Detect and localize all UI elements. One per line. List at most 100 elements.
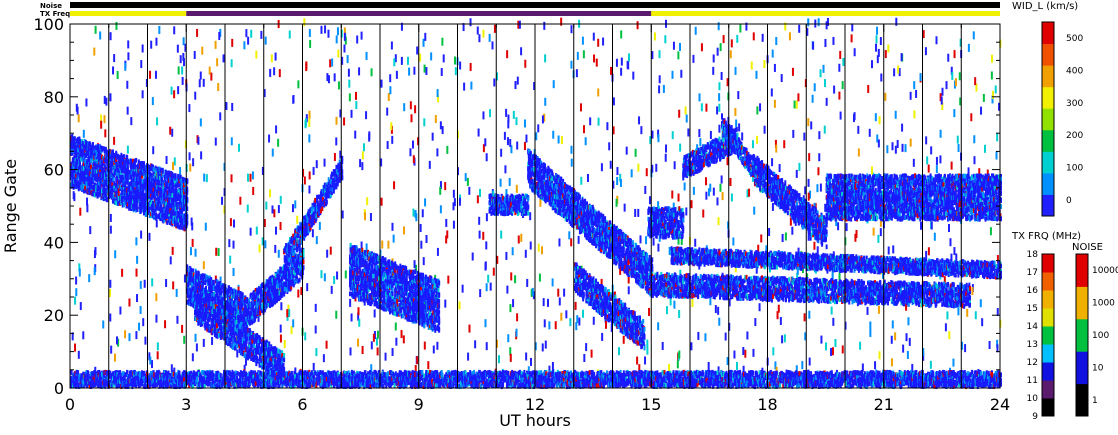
echo-point — [113, 54, 115, 62]
echo-point — [506, 286, 508, 294]
echo-point — [474, 340, 476, 348]
echo-point — [879, 116, 881, 124]
echo-point — [358, 67, 360, 75]
echo-point — [670, 297, 672, 305]
echo-point — [679, 43, 681, 51]
echo-point — [136, 294, 138, 302]
echo-point — [759, 303, 761, 311]
echo-point — [755, 71, 757, 79]
echo-point — [751, 62, 753, 70]
echo-point — [393, 58, 395, 66]
echo-point — [610, 161, 612, 169]
echo-point — [996, 344, 998, 352]
echo-point — [183, 336, 185, 344]
echo-point — [948, 331, 950, 339]
echo-point — [296, 216, 298, 224]
echo-point — [124, 182, 126, 187]
echo-point — [774, 64, 776, 72]
echo-point — [478, 34, 480, 42]
echo-point — [506, 50, 508, 58]
echo-point — [525, 250, 527, 258]
echo-point — [708, 362, 710, 370]
echo-point — [128, 298, 130, 306]
echo-point — [85, 98, 87, 106]
echo-point — [423, 257, 425, 265]
echo-point — [718, 22, 720, 30]
echo-point — [331, 58, 333, 66]
echo-point — [884, 93, 886, 101]
echo-point — [838, 64, 840, 72]
echo-point — [148, 233, 150, 241]
echo-point — [414, 260, 416, 268]
echo-point — [525, 135, 527, 143]
echo-point — [654, 32, 656, 40]
echo-point — [880, 37, 882, 45]
echo-point — [264, 240, 266, 248]
echo-point — [478, 129, 480, 137]
echo-point — [895, 18, 897, 26]
echo-point — [777, 311, 779, 319]
echo-point — [804, 313, 806, 321]
echo-point — [606, 122, 608, 130]
echo-point — [909, 338, 911, 346]
echo-point — [280, 222, 282, 230]
echo-point — [79, 208, 81, 216]
echo-point — [441, 68, 443, 76]
echo-point — [413, 155, 415, 163]
echo-point — [231, 174, 233, 182]
echo-point — [664, 35, 666, 43]
echo-point — [424, 198, 426, 206]
echo-point — [361, 162, 363, 170]
echo-point — [403, 103, 405, 111]
echo-point — [273, 209, 275, 217]
echo-point — [350, 347, 352, 355]
echo-point — [585, 343, 587, 351]
echo-point — [183, 37, 185, 45]
echo-point — [86, 181, 88, 186]
echo-point — [157, 342, 159, 350]
echo-point — [784, 334, 786, 342]
echo-point — [808, 193, 810, 201]
echo-point — [826, 98, 828, 106]
echo-point — [164, 320, 166, 328]
noise-bar-label: Noise — [40, 2, 62, 10]
echo-point — [697, 332, 699, 340]
echo-point — [925, 47, 927, 55]
echo-point — [135, 331, 137, 339]
echo-point — [94, 247, 96, 255]
echo-point — [952, 359, 954, 367]
echo-point — [486, 283, 488, 291]
echo-point — [274, 245, 276, 253]
echo-point — [408, 68, 410, 76]
echo-point — [489, 109, 491, 117]
echo-point — [631, 169, 633, 177]
echo-point — [155, 293, 157, 301]
echo-point — [824, 39, 826, 47]
echo-point — [188, 104, 190, 112]
echo-point — [413, 67, 415, 75]
echo-point — [465, 173, 467, 181]
echo-point — [347, 55, 349, 63]
echo-point — [348, 80, 350, 88]
echo-point — [727, 157, 729, 165]
echo-point — [636, 357, 638, 365]
echo-point — [754, 318, 756, 326]
echo-point — [494, 25, 496, 33]
echo-point — [620, 30, 622, 38]
echo-point — [79, 269, 81, 277]
echo-point — [646, 347, 648, 355]
echo-point — [157, 351, 159, 359]
echo-point — [715, 305, 717, 313]
echo-point — [279, 69, 281, 77]
echo-point — [172, 162, 174, 170]
echo-point — [823, 65, 825, 73]
echo-point — [100, 121, 102, 129]
echo-point — [832, 347, 834, 355]
echo-point — [440, 121, 442, 129]
echo-point — [951, 162, 953, 170]
echo-point — [995, 85, 997, 93]
echo-point — [854, 112, 856, 120]
echo-point — [875, 113, 877, 121]
echo-point — [902, 144, 904, 152]
